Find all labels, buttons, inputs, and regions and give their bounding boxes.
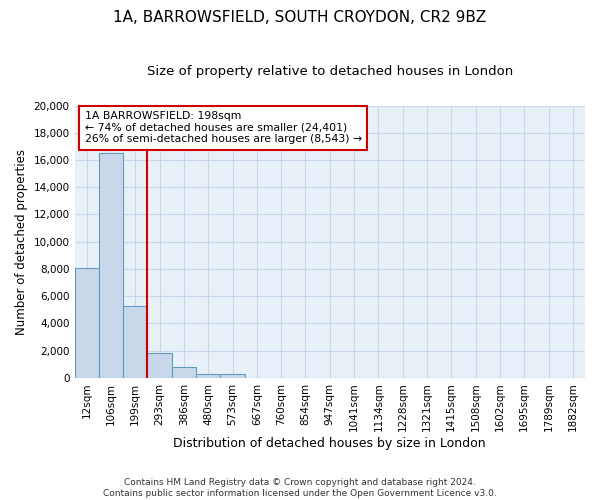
- Y-axis label: Number of detached properties: Number of detached properties: [15, 148, 28, 334]
- Bar: [123, 306, 148, 378]
- Bar: [220, 374, 245, 378]
- Bar: [74, 268, 99, 378]
- Bar: [99, 153, 123, 378]
- Bar: [172, 367, 196, 378]
- Bar: [196, 374, 220, 378]
- Text: 1A, BARROWSFIELD, SOUTH CROYDON, CR2 9BZ: 1A, BARROWSFIELD, SOUTH CROYDON, CR2 9BZ: [113, 10, 487, 25]
- Text: 1A BARROWSFIELD: 198sqm
← 74% of detached houses are smaller (24,401)
26% of sem: 1A BARROWSFIELD: 198sqm ← 74% of detache…: [85, 111, 362, 144]
- X-axis label: Distribution of detached houses by size in London: Distribution of detached houses by size …: [173, 437, 486, 450]
- Bar: [148, 352, 172, 378]
- Text: Contains HM Land Registry data © Crown copyright and database right 2024.
Contai: Contains HM Land Registry data © Crown c…: [103, 478, 497, 498]
- Title: Size of property relative to detached houses in London: Size of property relative to detached ho…: [146, 65, 513, 78]
